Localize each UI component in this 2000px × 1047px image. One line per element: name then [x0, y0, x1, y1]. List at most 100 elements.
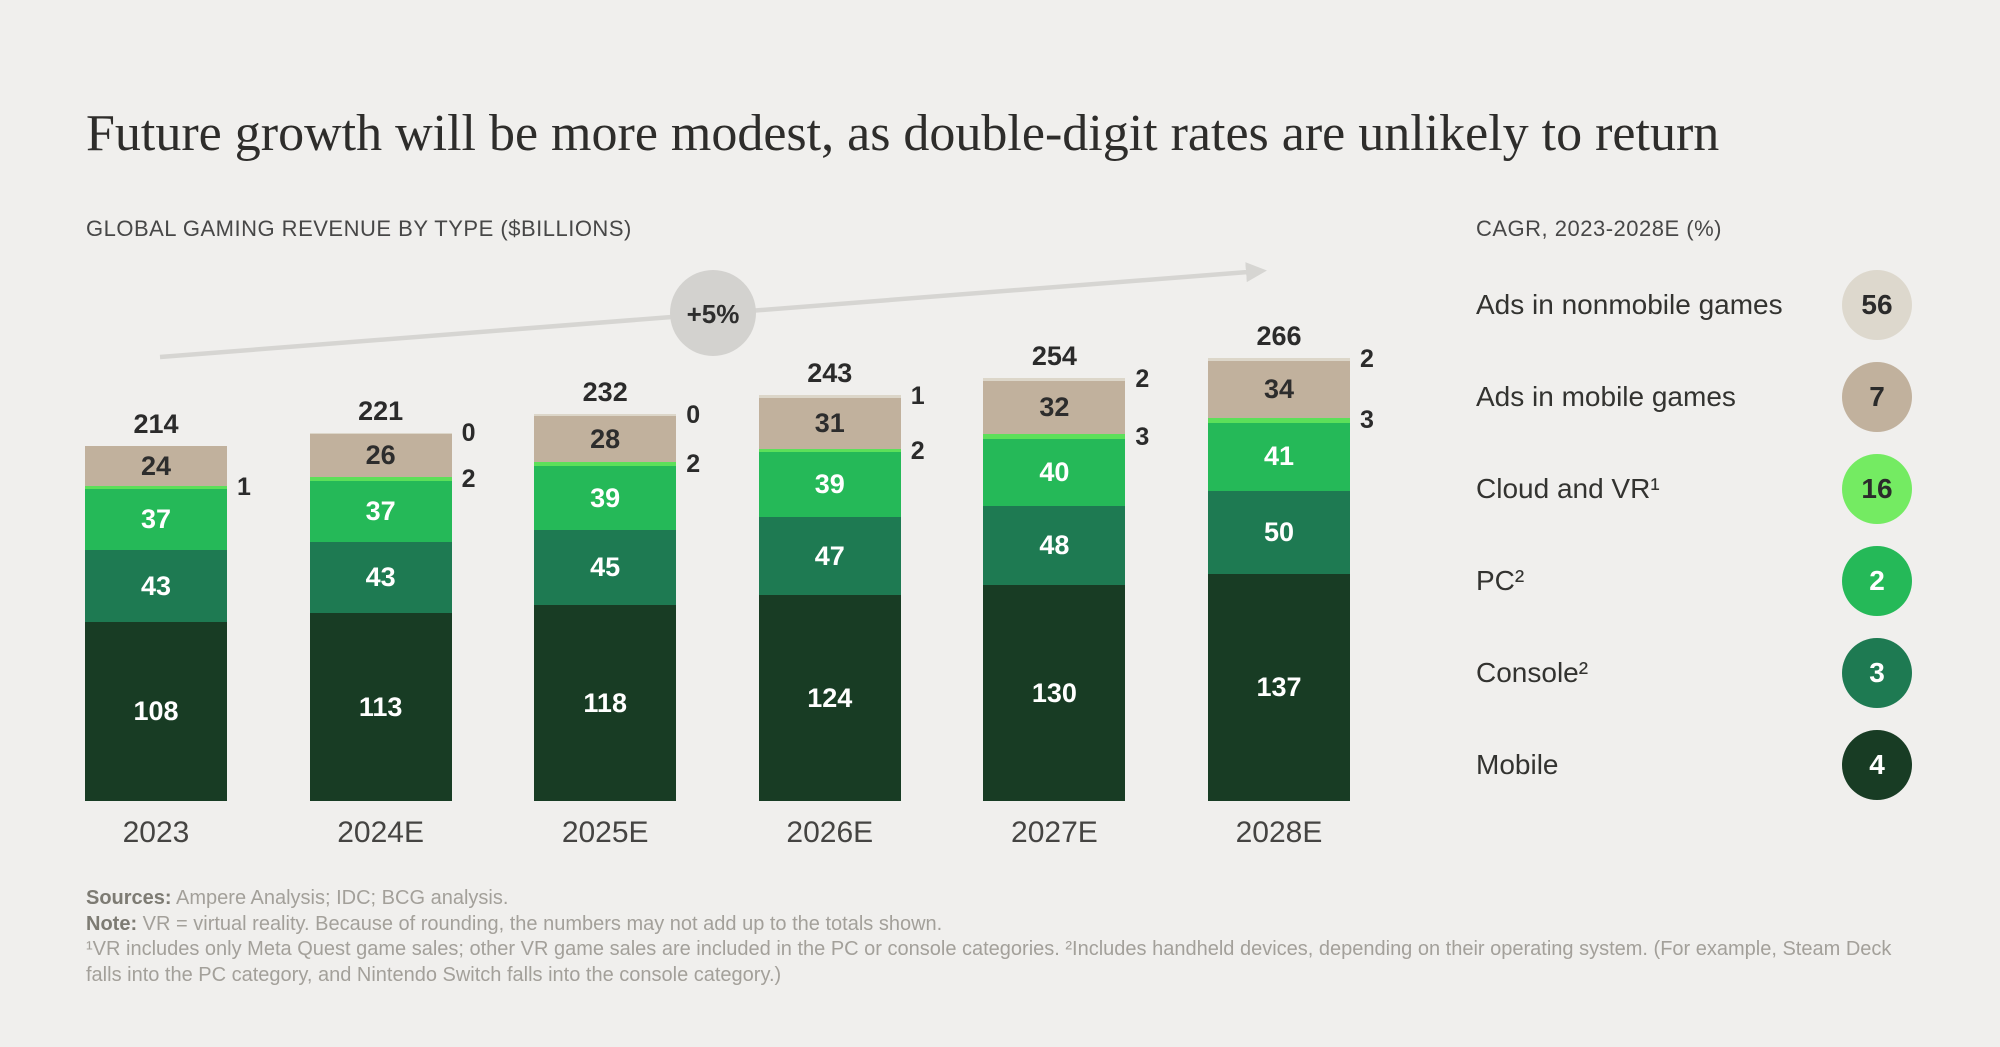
footnote-sources-label: Sources:: [86, 887, 172, 909]
bar-segment-ads-nonmobile: [1208, 357, 1350, 362]
legend-item-label: Ads in mobile games: [1476, 381, 1736, 412]
bar-segment-ads-nonmobile: [983, 377, 1126, 382]
x-axis-label: 2025E: [561, 816, 649, 849]
bar-segment-pc: 40: [983, 439, 1126, 506]
bar-segment-cloud-vr: [534, 462, 677, 466]
legend-cagr-badge: 3: [1842, 638, 1912, 708]
bar-segment-ads-mobile: 28: [534, 415, 677, 463]
legend-item-ads-mobile: Ads in mobile games 7: [1476, 351, 1912, 443]
segment-value-ads-nonmobile: 0: [686, 401, 701, 430]
segment-value-pc: 37: [140, 504, 172, 535]
bar-segment-ads-mobile: 34: [1208, 361, 1350, 418]
legend-item-pc: PC² 2: [1476, 535, 1912, 627]
x-axis-label: 2026E: [786, 816, 874, 849]
bar-column-2026E: 124 47 39 2 31 1 243 2026E: [758, 250, 925, 849]
segment-value-ads-mobile: 28: [590, 423, 621, 454]
segment-value-console: 43: [365, 562, 396, 593]
bar-total: 266: [1256, 320, 1302, 351]
segment-value-ads-mobile: 26: [365, 440, 396, 471]
trend-arrow: +5%: [159, 262, 1267, 360]
segment-value-pc: 39: [814, 469, 845, 500]
bar-segment-mobile: 108: [85, 621, 227, 801]
stacked-bar-chart: +5% 108 43 37 1 24 214 2023 113 43 37 2 26 0 221 2024E…: [85, 250, 1415, 900]
x-axis-label: 2024E: [337, 816, 424, 849]
bar-segment-console: 43: [85, 550, 227, 622]
legend-item-mobile: Mobile 4: [1476, 719, 1912, 811]
bar-total: 232: [582, 377, 628, 408]
bar-segment-pc: 39: [534, 465, 677, 531]
footnote-detail: ¹VR includes only Meta Quest game sales;…: [86, 938, 1892, 986]
bar-column-2024E: 113 43 37 2 26 0 221 2024E: [309, 250, 476, 849]
legend-item-label: PC²: [1476, 565, 1525, 596]
bar-segment-cloud-vr: [85, 485, 227, 489]
segment-value-ads-mobile: 34: [1263, 373, 1295, 404]
segment-value-pc: 40: [1039, 456, 1070, 487]
bar-segment-console: 48: [983, 505, 1126, 586]
footnote-sources: Sources: Ampere Analysis; IDC; BCG analy…: [86, 886, 1901, 912]
segment-value-cloud-vr: 1: [237, 473, 251, 502]
footnote-sources-text: Ampere Analysis; IDC; BCG analysis.: [176, 887, 509, 909]
legend-cagr-badge: 16: [1842, 454, 1912, 524]
bar-segment-ads-mobile: 24: [85, 446, 227, 486]
bar-total: 214: [133, 409, 179, 440]
page-title: Future growth will be more modest, as do…: [86, 104, 1720, 162]
bar-segment-ads-mobile: 31: [758, 397, 901, 450]
legend-cagr-badge: 4: [1842, 730, 1912, 800]
bar-segment-mobile: 113: [309, 613, 452, 801]
segment-value-pc: 39: [590, 482, 621, 513]
segment-value-console: 45: [590, 552, 621, 583]
bar-segment-cloud-vr: [758, 449, 901, 453]
segment-value-ads-nonmobile: 2: [1360, 345, 1374, 374]
growth-badge-label: +5%: [687, 299, 740, 329]
bar-column-2027E: 130 48 40 3 32 2 254 2027E: [983, 250, 1149, 849]
legend-item-label: Cloud and VR¹: [1476, 473, 1660, 504]
legend-item-label: Ads in nonmobile games: [1476, 289, 1783, 320]
bar-segment-pc: 41: [1208, 422, 1350, 491]
bar-segment-cloud-vr: [983, 434, 1126, 440]
segment-value-console: 48: [1039, 529, 1070, 560]
segment-value-mobile: 113: [358, 691, 403, 722]
segment-value-mobile: 118: [583, 687, 627, 718]
x-axis-label: 2028E: [1235, 816, 1323, 849]
bar-segment-ads-mobile: 26: [309, 434, 452, 478]
bar-total: 243: [807, 357, 853, 388]
segment-value-console: 43: [140, 570, 172, 601]
legend-cagr-badge: 2: [1842, 546, 1912, 616]
segment-value-mobile: 130: [1031, 677, 1077, 708]
footnotes: Sources: Ampere Analysis; IDC; BCG analy…: [86, 886, 1901, 988]
bar-segment-ads-nonmobile: [309, 432, 452, 435]
segment-value-cloud-vr: 2: [461, 464, 476, 493]
segment-value-cloud-vr: 2: [686, 450, 701, 479]
bar-total: 221: [358, 395, 404, 426]
bar-column-2023: 108 43 37 1 24 214 2023: [85, 250, 251, 849]
bar-segment-cloud-vr: [1208, 417, 1350, 423]
bar-segment-cloud-vr: [309, 477, 452, 481]
legend-header: CAGR, 2023-2028E (%): [1476, 216, 1722, 241]
legend: Ads in nonmobile games 56 Ads in mobile ga…: [1476, 259, 1912, 811]
legend-cagr-badge: 56: [1842, 270, 1912, 340]
segment-value-cloud-vr: 3: [1360, 406, 1374, 435]
segment-value-pc: 37: [365, 495, 396, 526]
segment-value-mobile: 137: [1256, 671, 1302, 702]
footnote-note-text: VR = virtual reality. Because of roundin…: [142, 912, 943, 935]
legend-cagr-badge: 7: [1842, 362, 1912, 432]
bar-segment-console: 43: [309, 542, 452, 614]
x-axis-label: 2027E: [1011, 816, 1098, 849]
growth-badge-circle: [670, 270, 756, 356]
legend-item-ads-nonmobile: Ads in nonmobile games 56: [1476, 259, 1912, 351]
legend-item-console: Console² 3: [1476, 627, 1912, 719]
bar-segment-mobile: 118: [534, 605, 677, 801]
bar-segment-mobile: 124: [758, 595, 901, 801]
segment-value-ads-nonmobile: 2: [1135, 365, 1150, 394]
bar-segment-ads-nonmobile: [758, 394, 901, 398]
bar-segment-pc: 39: [758, 452, 901, 518]
segment-value-cloud-vr: 3: [1135, 422, 1150, 451]
segment-value-ads-mobile: 32: [1039, 392, 1070, 423]
bar-segment-console: 50: [1208, 490, 1350, 574]
bar-column-2028E: 137 50 41 3 34 2 266 2028E: [1208, 250, 1374, 849]
bar-total: 254: [1031, 340, 1077, 371]
segment-value-cloud-vr: 2: [910, 436, 925, 465]
segment-value-ads-nonmobile: 1: [910, 382, 925, 411]
bar-segment-pc: 37: [85, 488, 227, 551]
bar-segment-pc: 37: [309, 480, 452, 543]
